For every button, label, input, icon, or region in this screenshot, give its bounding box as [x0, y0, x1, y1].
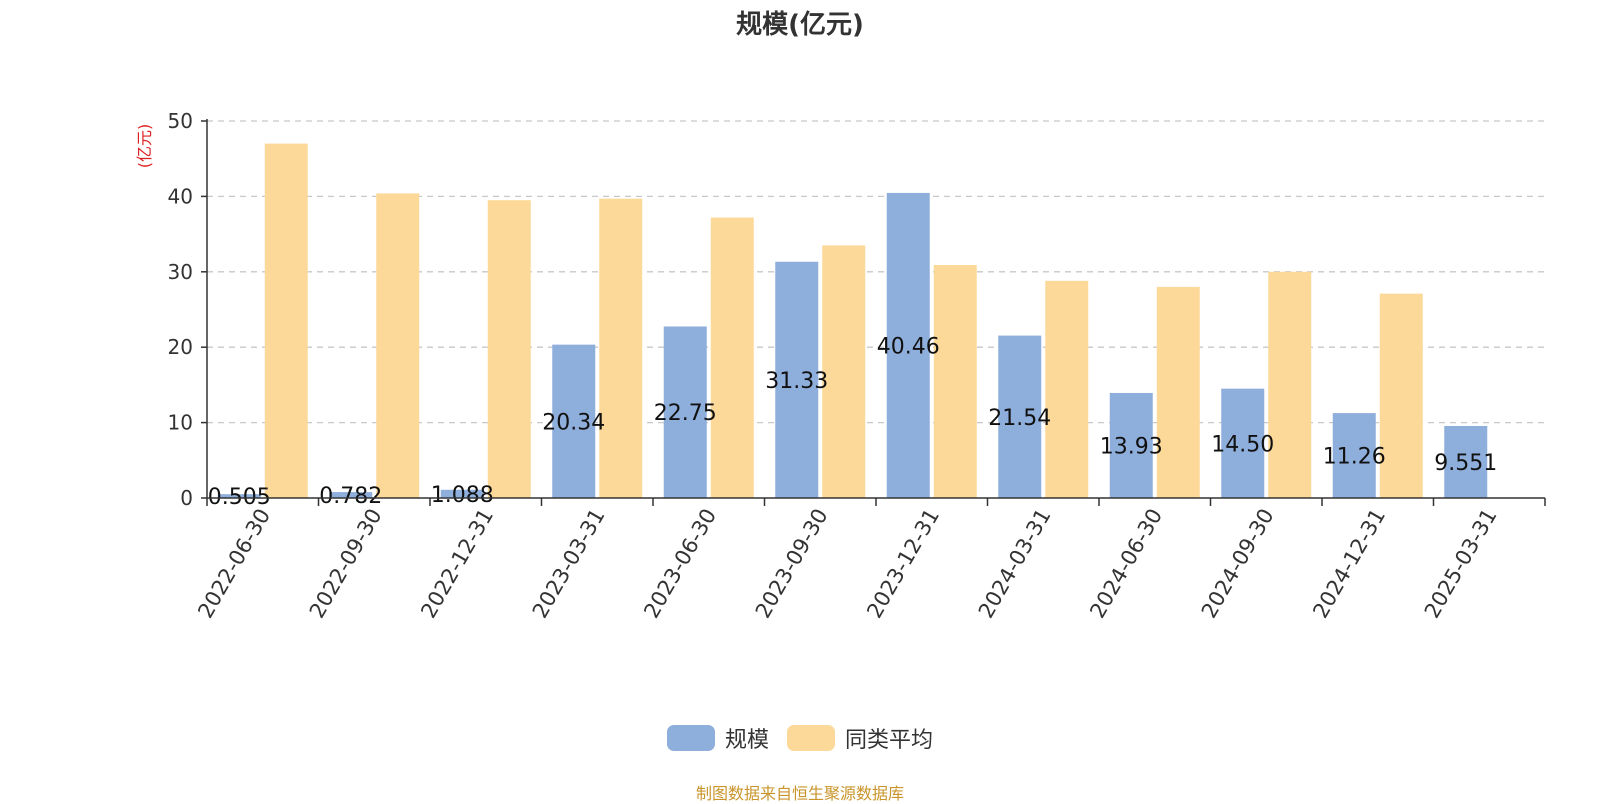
legend-swatch-scale	[666, 725, 715, 751]
data-label-scale: 31.33	[765, 369, 828, 394]
y-tick-label: 20	[168, 335, 193, 359]
bar-scale	[998, 335, 1042, 498]
bar-scale	[1444, 425, 1488, 498]
y-tick-label: 50	[168, 109, 193, 133]
bar-scale	[1109, 392, 1153, 498]
y-tick-label: 40	[168, 184, 193, 208]
y-tick-label: 30	[168, 260, 193, 284]
bar-peer-average	[487, 200, 531, 499]
x-tick-label: 2023-03-31	[528, 505, 610, 623]
bar-peer-average	[1156, 286, 1200, 498]
x-tick-label: 2023-12-31	[862, 505, 944, 623]
x-tick-label: 2023-09-30	[751, 505, 833, 623]
data-label-scale: 9.551	[1434, 451, 1497, 476]
x-tick-label: 2022-12-31	[416, 505, 498, 623]
legend: 规模 同类平均	[0, 722, 1600, 754]
data-label-scale: 21.54	[988, 406, 1051, 431]
bars	[217, 143, 1488, 499]
x-tick-label: 2024-03-31	[974, 505, 1056, 623]
data-label-scale: 14.50	[1211, 432, 1274, 457]
legend-item-scale[interactable]: 规模	[666, 722, 769, 754]
bar-scale	[886, 192, 930, 499]
bar-scale	[217, 494, 261, 498]
x-tick-label: 2022-09-30	[305, 505, 387, 623]
data-label-scale: 20.34	[542, 410, 605, 435]
bar-scale	[775, 261, 819, 498]
data-label-scale: 0.782	[319, 484, 382, 509]
y-tick-label: 10	[168, 411, 193, 435]
x-tick-label: 2024-12-31	[1308, 505, 1390, 623]
legend-item-peer-average[interactable]: 同类平均	[787, 722, 933, 754]
data-label-scale: 40.46	[877, 334, 940, 359]
bar-peer-average	[599, 198, 643, 499]
bar-peer-average	[933, 265, 977, 498]
bar-peer-average	[710, 217, 754, 498]
bar-peer-average	[1268, 271, 1312, 498]
x-tick-label: 2025-03-31	[1420, 505, 1502, 623]
source-note: 制图数据来自恒生聚源数据库	[695, 784, 904, 803]
y-tick-label: 0	[180, 486, 193, 510]
bar-peer-average	[1045, 280, 1089, 498]
x-tick-label: 2024-09-30	[1197, 505, 1279, 623]
x-tick-label: 2024-06-30	[1085, 505, 1167, 623]
bar-peer-average	[376, 193, 420, 498]
bar-scale	[440, 489, 484, 498]
bar-scale	[1221, 388, 1265, 498]
data-label-scale: 11.26	[1323, 445, 1386, 470]
bar-peer-average	[264, 143, 308, 498]
x-tick-label: 2022-06-30	[193, 505, 275, 623]
grid-lines	[207, 120, 1545, 424]
y-axis-title: (亿元)	[135, 124, 154, 169]
bar-scale	[663, 326, 707, 498]
bar-scale	[552, 344, 596, 498]
legend-label-peer-average: 同类平均	[845, 728, 934, 753]
data-label-scale: 22.75	[654, 401, 717, 426]
bar-peer-average	[822, 245, 866, 498]
bar-scale	[329, 492, 373, 498]
chart-title: 规模(亿元)	[736, 10, 864, 40]
bar-peer-average	[1379, 293, 1423, 498]
bar-scale	[1332, 413, 1376, 498]
legend-swatch-peer-average	[787, 725, 835, 751]
data-label-scale: 1.088	[431, 483, 494, 508]
data-label-scale: 13.93	[1100, 434, 1163, 459]
x-tick-label: 2023-06-30	[639, 505, 721, 623]
legend-label-scale: 规模	[724, 728, 769, 753]
